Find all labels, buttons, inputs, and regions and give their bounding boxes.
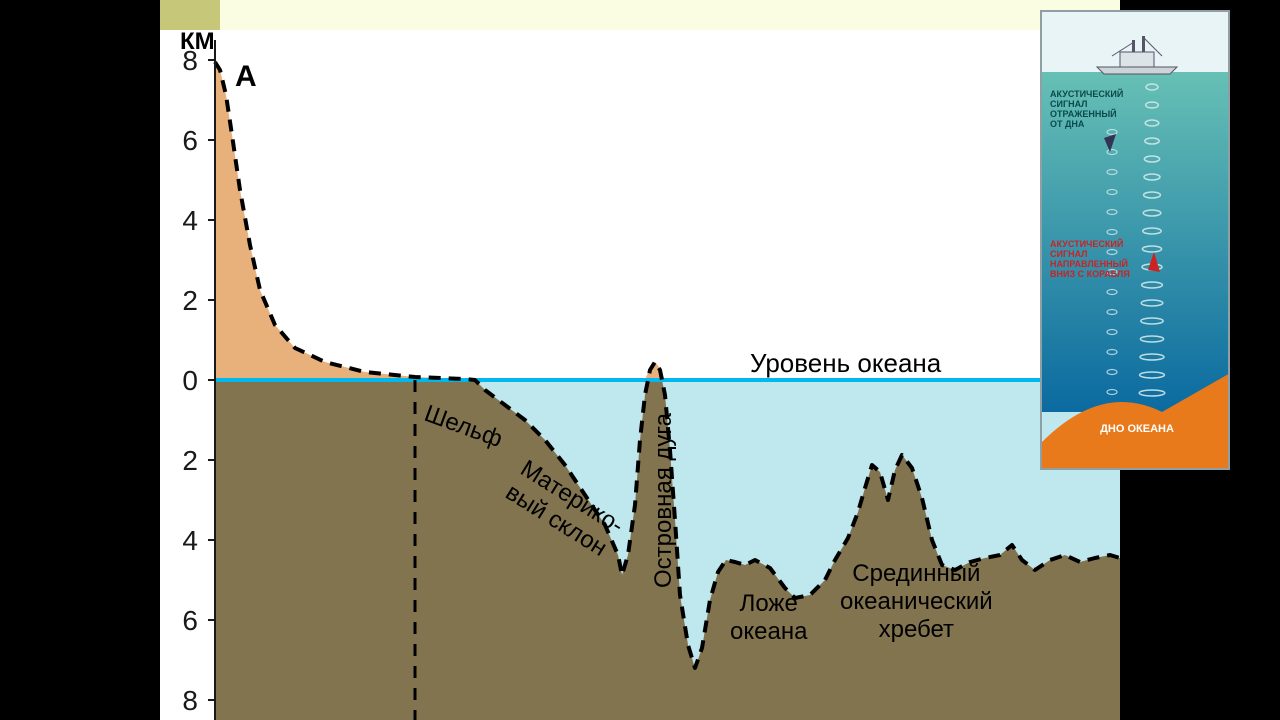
svg-text:ДНО ОКЕАНА: ДНО ОКЕАНА — [1100, 423, 1174, 435]
mid-ocean-ridge-label: Срединный океанический хребет — [840, 560, 993, 644]
svg-text:АКУСТИЧЕСКИЙ: АКУСТИЧЕСКИЙ — [1050, 88, 1123, 99]
svg-text:6: 6 — [182, 125, 198, 156]
point-a-label: А — [235, 60, 257, 94]
sonar-diagram: АКУСТИЧЕСКИЙСИГНАЛОТРАЖЕННЫЙОТ ДНААКУСТИ… — [1042, 12, 1230, 470]
svg-text:8: 8 — [182, 685, 198, 716]
axis-unit: КМ — [180, 28, 215, 56]
island-arc-label: Островная дуга — [650, 413, 678, 588]
svg-text:4: 4 — [182, 205, 198, 236]
ocean-bed-label: Ложе океана — [730, 590, 807, 646]
svg-text:0: 0 — [182, 365, 198, 396]
svg-text:СИГНАЛ: СИГНАЛ — [1050, 99, 1088, 109]
svg-text:ВНИЗ С КОРАБЛЯ: ВНИЗ С КОРАБЛЯ — [1050, 269, 1130, 279]
svg-text:4: 4 — [182, 525, 198, 556]
svg-text:НАПРАВЛЕННЫЙ: НАПРАВЛЕННЫЙ — [1050, 258, 1128, 269]
svg-text:2: 2 — [182, 445, 198, 476]
svg-text:2: 2 — [182, 285, 198, 316]
svg-text:ОТРАЖЕННЫЙ: ОТРАЖЕННЫЙ — [1050, 108, 1117, 119]
svg-text:6: 6 — [182, 605, 198, 636]
svg-text:СИГНАЛ: СИГНАЛ — [1050, 249, 1088, 259]
svg-text:ОТ ДНА: ОТ ДНА — [1050, 119, 1085, 129]
svg-text:АКУСТИЧЕСКИЙ: АКУСТИЧЕСКИЙ — [1050, 238, 1123, 249]
ocean-level-label: Уровень океана — [750, 348, 941, 379]
diagram-stage: 864202468 КМ А Уровень океана Шельф Мате… — [160, 0, 1120, 720]
sonar-inset: АКУСТИЧЕСКИЙСИГНАЛОТРАЖЕННЫЙОТ ДНААКУСТИ… — [1040, 10, 1230, 470]
